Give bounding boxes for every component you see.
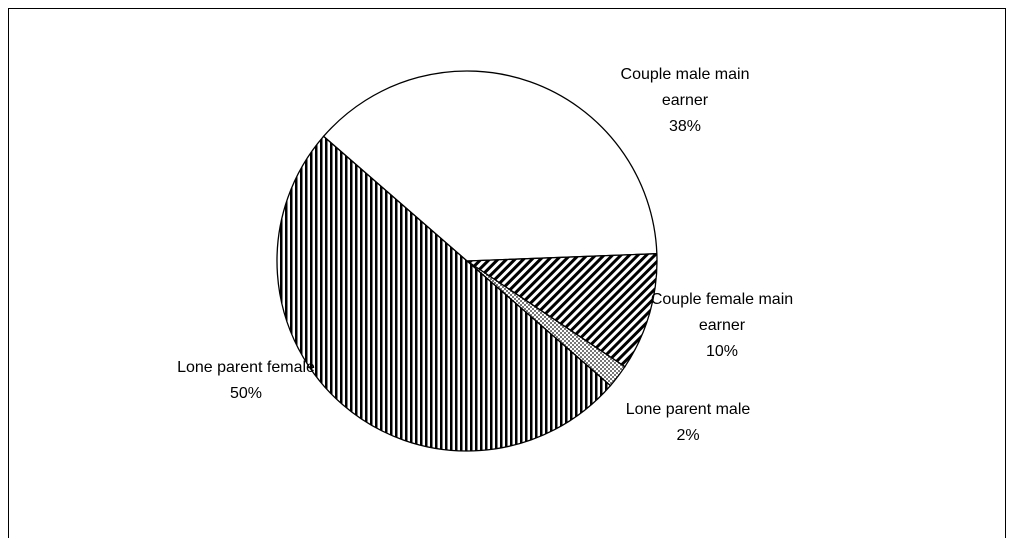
slice-label: Lone parent male 2% [603,397,773,449]
value-label: 50% [229,385,263,402]
slice-label: Couple male main earner 38% [600,62,770,140]
category: Lone parent male [625,401,751,418]
category: Couple male main earner [620,66,750,109]
slice-label: Lone parent female 50% [161,355,331,407]
slice-label: Couple female main earner 10% [637,287,807,365]
pie-slice [464,253,658,368]
value-label: 38% [668,118,702,135]
pie-slice [322,70,658,262]
value-label: 2% [676,427,700,444]
pie-slice [276,135,612,452]
frame [8,8,1006,538]
category: Couple female main earner [650,291,794,334]
value-label: 10% [705,343,739,360]
category: Lone parent female [177,359,315,376]
pie [276,70,658,452]
